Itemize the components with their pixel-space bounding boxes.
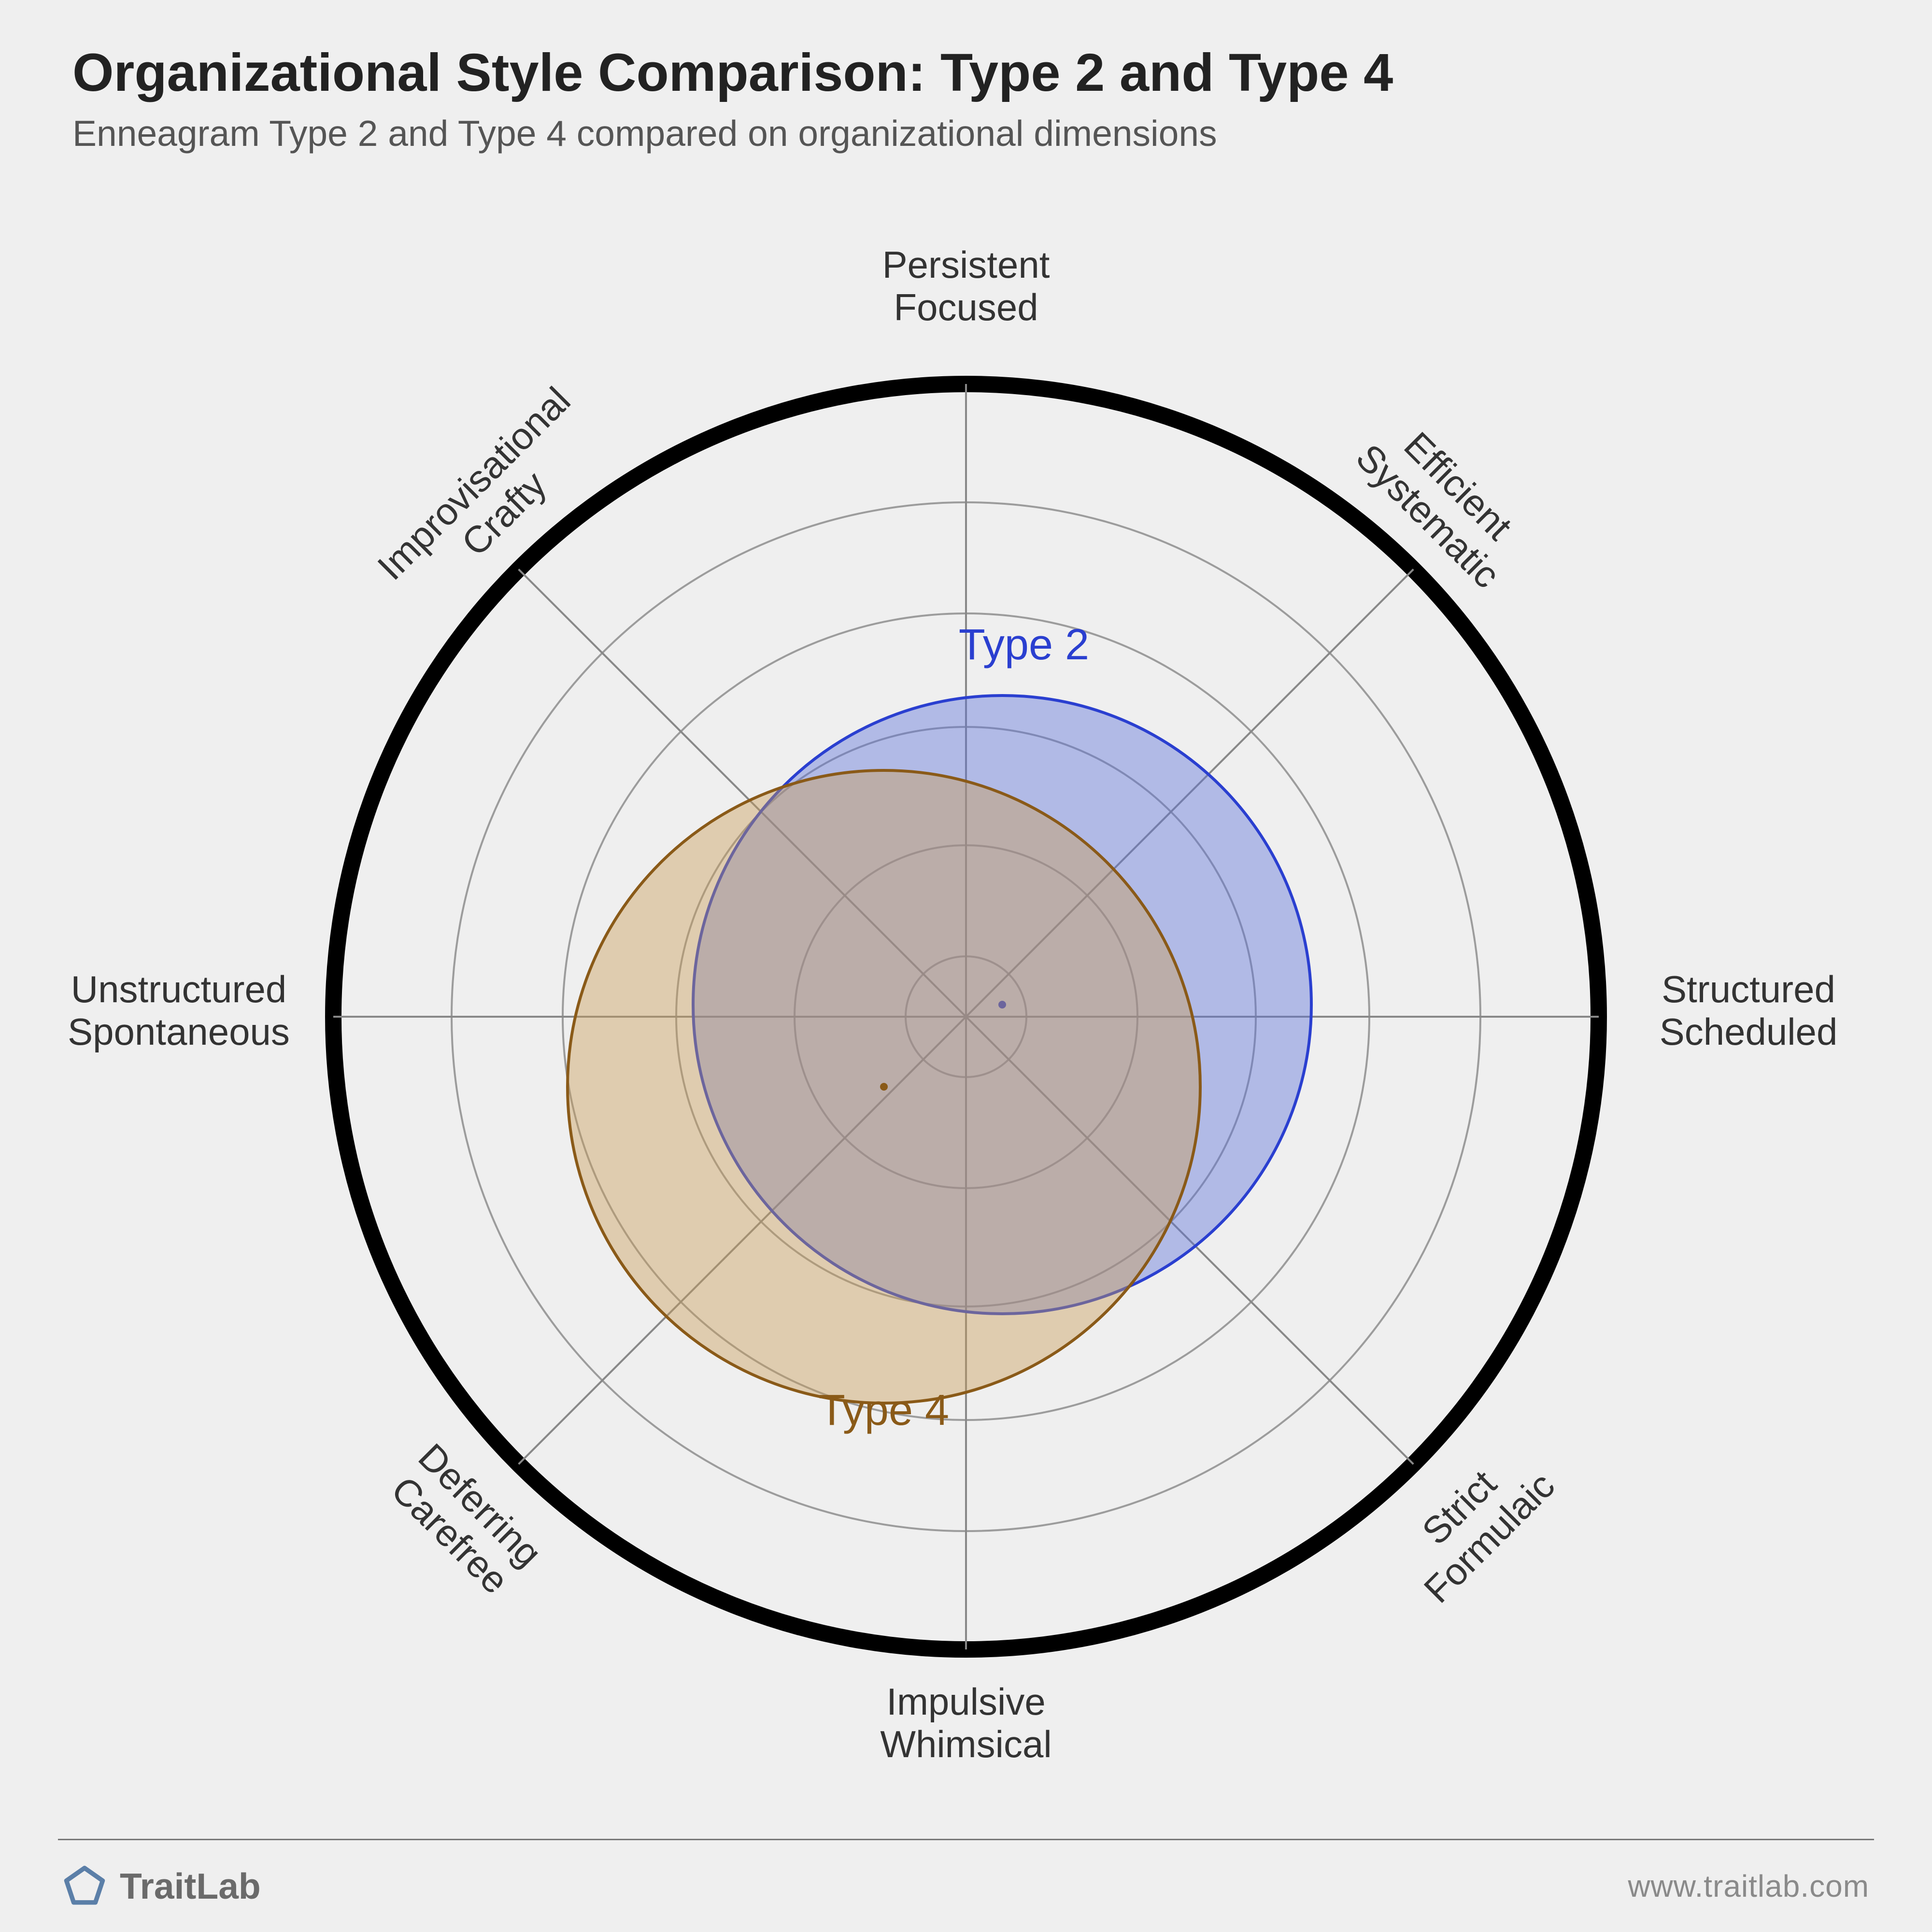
axis-label: Improvisational — [369, 379, 578, 588]
page-root: Organizational Style Comparison: Type 2 … — [0, 0, 1932, 1932]
axis-label: Scheduled — [1660, 1010, 1838, 1053]
axis-label: Structured — [1662, 968, 1835, 1010]
series-label: Type 4 — [819, 1386, 949, 1435]
axis-label: Whimsical — [880, 1723, 1051, 1765]
axis-label: Focused — [894, 286, 1038, 328]
chart-title: Organizational Style Comparison: Type 2 … — [72, 43, 1860, 102]
brand-logo-icon — [63, 1864, 106, 1908]
chart-header: Organizational Style Comparison: Type 2 … — [0, 0, 1932, 165]
radar-svg: PersistentFocusedEfficientSystematicStru… — [0, 184, 1932, 1802]
brand-name: TraitLab — [120, 1865, 261, 1907]
brand-url: www.traitlab.com — [1628, 1868, 1869, 1904]
axis-label: Impulsive — [886, 1680, 1045, 1723]
series-label: Type 2 — [959, 621, 1089, 669]
radar-chart: PersistentFocusedEfficientSystematicStru… — [0, 184, 1932, 1802]
footer: TraitLab www.traitlab.com — [0, 1840, 1932, 1932]
axis-label: Spontaneous — [68, 1010, 290, 1053]
brand-block: TraitLab — [63, 1864, 261, 1908]
axis-label: Persistent — [882, 243, 1050, 286]
chart-subtitle: Enneagram Type 2 and Type 4 compared on … — [72, 112, 1860, 155]
axis-label: Unstructured — [71, 968, 287, 1010]
